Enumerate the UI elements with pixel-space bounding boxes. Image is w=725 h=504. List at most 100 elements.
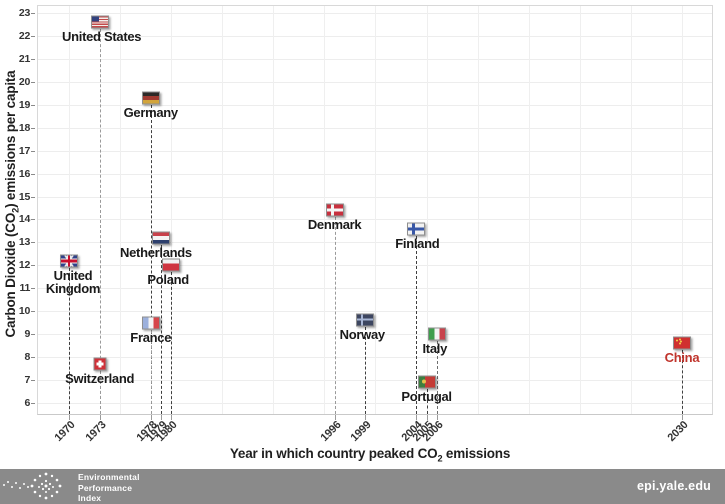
leader-line-no [365,327,367,414]
gridline-horizontal [38,311,712,313]
y-tick-label: 6 [24,396,30,409]
gridline-horizontal [38,402,712,404]
y-tick-mark [31,288,35,290]
epi-org-name: Environmental Performance Index [78,472,140,504]
country-label-dk: Denmark [307,217,362,233]
gridline-horizontal [38,58,712,60]
flag-marker-ch-icon [93,357,107,371]
leader-line-pt [426,389,428,414]
country-label-fr: France [130,329,172,345]
flag-marker-pl-icon [162,258,181,272]
x-axis-title: Year in which country peaked CO2 emissio… [225,446,515,463]
flag-marker-pt-icon [417,375,436,389]
flag-marker-fi-icon [407,222,426,236]
gridline-horizontal [38,127,712,129]
flag-marker-gb-icon [60,254,78,268]
epi-website-link[interactable]: epi.yale.edu [637,479,711,493]
flag-marker-cn-icon [672,336,691,350]
leader-line-de [150,104,152,414]
country-label-nl: Netherlands [120,244,192,260]
y-tick-label: 13 [18,236,30,249]
leader-line-gb [69,267,70,414]
gridline-horizontal [38,35,712,37]
footer-bar: Environmental Performance Index epi.yale… [0,469,725,504]
gridline-vertical [222,6,224,414]
x-tick-mark [99,415,101,420]
gridline-horizontal [38,242,712,244]
gridline-horizontal [38,380,712,382]
country-label-no: Norway [339,327,385,343]
y-tick-label: 15 [18,190,30,203]
y-axis-title: Carbon Dioxide (CO2) emissions per capit… [3,4,21,404]
country-label-us: United States [62,29,142,45]
flag-marker-de-icon [141,91,160,105]
country-label-pt: Portugal [401,389,452,405]
y-tick-mark [31,219,35,221]
y-tick-label: 8 [24,351,30,364]
leader-line-it [436,341,438,414]
flag-marker-dk-icon [325,203,344,217]
epi-logo-icon [3,472,62,500]
flag-marker-it-icon [427,327,446,341]
x-tick-mark [365,415,367,420]
gridline-horizontal [38,81,712,83]
y-tick-mark [31,104,35,106]
leader-line-fi [416,235,418,414]
y-tick-mark [31,334,35,336]
leader-line-cn [681,350,683,414]
epi-org-line2: Performance [78,482,133,493]
y-tick-label: 7 [24,374,30,387]
country-label-ch: Switzerland [65,370,135,386]
x-tick-mark [150,415,152,420]
country-label-it: Italy [422,341,448,357]
y-tick-label: 21 [18,52,30,65]
country-label-fi: Finland [395,235,440,251]
gridline-horizontal [38,150,712,152]
epi-org-line3: Index [78,493,102,504]
gridline-horizontal [38,104,712,106]
gridline-vertical [171,6,173,414]
gridline-horizontal [38,219,712,221]
x-tick-mark [436,415,438,420]
gridline-vertical [273,6,275,414]
country-label-pl: Poland [147,272,189,288]
y-tick-mark [31,357,35,359]
gridline-vertical [477,6,479,414]
gridline-vertical [375,6,377,414]
x-tick-label: 2030 [665,419,691,444]
y-tick-mark [31,13,35,14]
gridline-horizontal [38,196,712,198]
gridline-vertical [120,6,122,414]
y-tick-mark [31,242,35,244]
y-tick-mark [31,402,35,404]
x-tick-mark [426,415,428,420]
x-tick-mark [334,415,336,420]
leader-line-dk [334,217,336,414]
y-tick-mark [31,173,35,175]
gridline-horizontal [38,173,712,175]
y-tick-mark [31,311,35,313]
y-tick-mark [31,58,35,60]
x-axis-title-text-end: emissions [442,446,511,461]
gridline-vertical [579,6,581,414]
y-tick-label: 14 [18,213,30,226]
leader-line-pl [171,272,173,414]
gridline-vertical [681,6,683,414]
y-axis-title-text-end: ) emissions per capita [3,70,18,208]
gridline-horizontal [38,357,712,359]
y-tick-label: 10 [18,305,30,318]
y-tick-label: 20 [18,75,30,88]
gridline-horizontal [38,334,712,336]
leader-line-us [99,29,101,414]
gridline-vertical [324,6,326,414]
leader-line-fr [150,329,152,414]
epi-org-line1: Environmental [78,472,140,482]
y-tick-label: 23 [18,7,30,19]
y-tick-label: 18 [18,121,30,134]
y-tick-mark [31,265,35,267]
x-tick-mark [416,415,418,420]
x-tick-mark [171,415,173,420]
y-tick-mark [31,380,35,382]
leader-line-ch [99,370,101,414]
